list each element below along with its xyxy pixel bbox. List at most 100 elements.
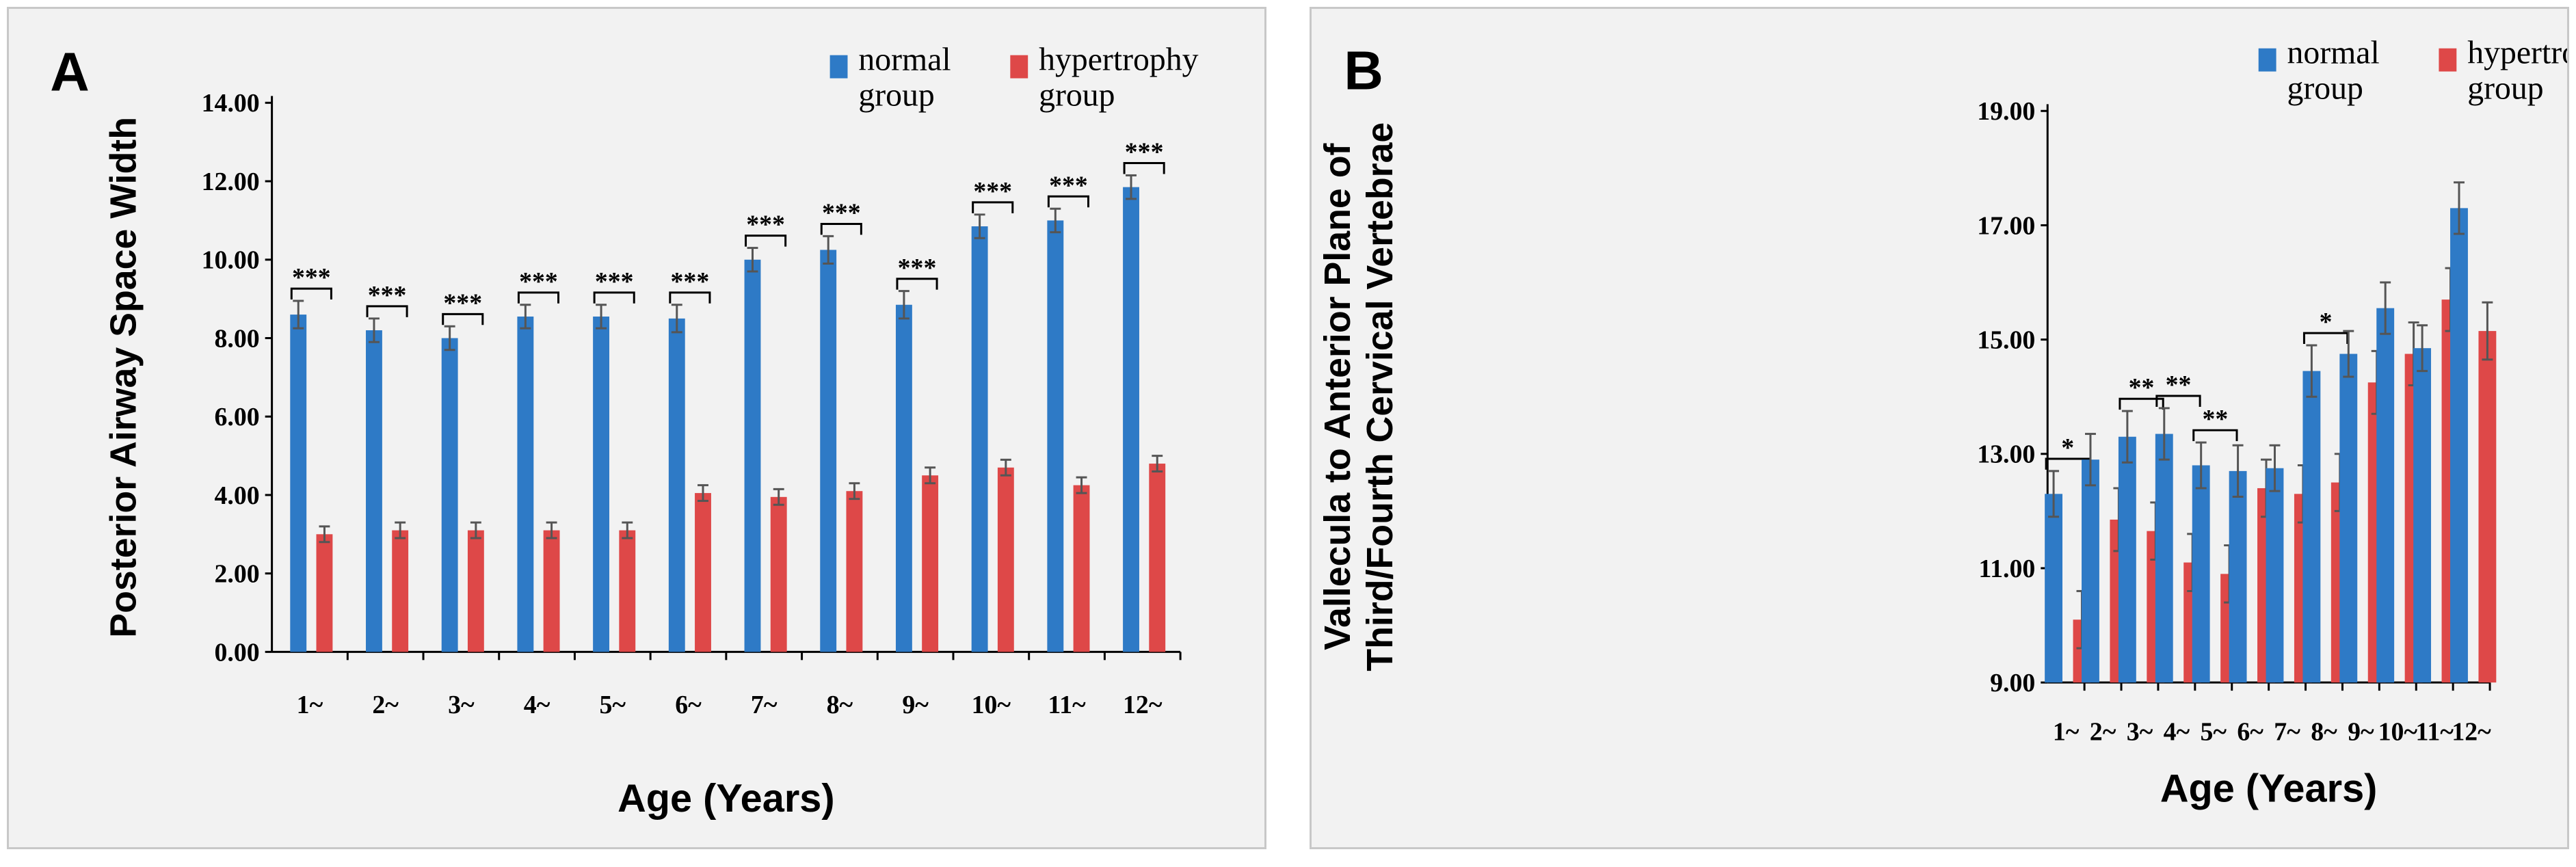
- x-axis-label: Age (Years): [2160, 766, 2378, 810]
- bar-normal: [517, 316, 534, 652]
- significance-bracket: [2192, 429, 2238, 442]
- significance-marker: ***: [368, 281, 407, 310]
- x-tick-label: 3~: [448, 691, 475, 719]
- x-axis-label: Age (Years): [618, 777, 835, 821]
- x-tick-label: 9~: [2348, 718, 2374, 747]
- x-tick-label: 5~: [600, 691, 626, 719]
- y-tick-label: 14.00: [202, 89, 260, 118]
- x-tick-label: 4~: [524, 691, 550, 719]
- x-tick-label: 6~: [675, 691, 702, 719]
- legend-swatch-normal: [829, 55, 848, 79]
- x-tick-label: 11~: [2416, 718, 2454, 747]
- bar-hypertrophy: [997, 467, 1014, 652]
- bar-hypertrophy: [316, 534, 333, 652]
- y-tick-label: 13.00: [1977, 440, 2035, 469]
- bar-normal: [1123, 187, 1139, 652]
- bar-normal: [593, 316, 610, 652]
- x-tick-label: 10~: [972, 691, 1011, 719]
- bar-normal: [441, 338, 458, 652]
- significance-marker: *: [2320, 308, 2333, 336]
- x-tick-label: 12~: [2452, 718, 2491, 747]
- x-tick-label: 12~: [1123, 691, 1163, 719]
- bar-normal: [2266, 468, 2284, 683]
- x-tick-label: 4~: [2164, 718, 2190, 747]
- significance-marker: ***: [822, 198, 861, 227]
- y-tick-label: 11.00: [1978, 555, 2035, 583]
- bar-normal: [895, 304, 912, 652]
- bar-hypertrophy: [619, 530, 636, 652]
- bar-normal: [2192, 465, 2210, 683]
- y-tick-label: 17.00: [1977, 211, 2035, 240]
- significance-bracket: [972, 201, 1014, 213]
- x-tick-label: 5~: [2201, 718, 2227, 747]
- significance-marker: ***: [595, 267, 634, 296]
- bar-hypertrophy: [1073, 485, 1090, 652]
- y-tick-label: 10.00: [202, 246, 260, 275]
- x-tick-label: 8~: [827, 691, 853, 719]
- chart-a-svg: A Posterior Airway Space Width Age (Years)…: [50, 41, 1199, 821]
- bar-normal: [2413, 348, 2432, 683]
- y-axis-label: Posterior Airway Space Width: [103, 117, 144, 638]
- panel-letter: A: [50, 41, 89, 102]
- bar-normal: [2118, 436, 2136, 683]
- significance-bracket: [290, 287, 332, 300]
- bar-normal: [744, 259, 761, 652]
- y-axis-label: Third/Fourth Cervical Vertebrae: [1359, 122, 1400, 671]
- chart-panel-b: B Vallecula to Anterior Plane of Third/Fou…: [1310, 7, 2569, 849]
- bar-normal: [366, 330, 382, 652]
- significance-bracket: [442, 312, 484, 325]
- significance-marker: ***: [671, 267, 710, 296]
- bar-hypertrophy: [392, 530, 409, 652]
- legend-swatch-hypertrophy: [2439, 48, 2457, 72]
- x-tick-label: 3~: [2127, 718, 2153, 747]
- x-tick-label: 6~: [2237, 718, 2263, 747]
- bar-hypertrophy: [1149, 464, 1166, 652]
- significance-marker: **: [2129, 373, 2155, 402]
- significance-bracket: [2119, 397, 2164, 410]
- legend-label-normal: normal group: [2287, 35, 2380, 107]
- significance-marker: *: [2061, 434, 2074, 462]
- significance-bracket: [1047, 195, 1089, 208]
- bar-hypertrophy: [846, 491, 863, 652]
- bar-normal: [2155, 434, 2173, 683]
- x-tick-label: 2~: [2090, 718, 2116, 747]
- y-tick-label: 4.00: [215, 481, 260, 510]
- significance-marker: ***: [443, 289, 482, 317]
- y-tick-label: 8.00: [215, 324, 260, 353]
- bar-normal: [2302, 371, 2321, 683]
- x-tick-label: 7~: [2274, 718, 2300, 747]
- x-tick-label: 9~: [902, 691, 929, 719]
- bar-normal: [2339, 354, 2358, 683]
- bar-hypertrophy: [770, 496, 787, 652]
- bar-hypertrophy: [2478, 331, 2497, 683]
- y-tick-label: 0.00: [215, 638, 260, 667]
- x-tick-label: 7~: [751, 691, 778, 719]
- y-tick-label: 15.00: [1977, 326, 2035, 355]
- legend-swatch-hypertrophy: [1010, 55, 1028, 79]
- bar-normal: [2376, 308, 2395, 683]
- bar-hypertrophy: [695, 493, 711, 652]
- bar-normal: [2450, 208, 2468, 683]
- significance-bracket: [366, 305, 408, 317]
- significance-marker: ***: [746, 211, 785, 239]
- legend-label-normal: normal group: [858, 42, 951, 114]
- y-tick-label: 2.00: [215, 560, 260, 589]
- x-tick-label: 8~: [2311, 718, 2337, 747]
- bar-normal: [290, 315, 307, 652]
- significance-marker: ***: [519, 267, 558, 296]
- x-tick-label: 2~: [372, 691, 399, 719]
- bar-hypertrophy: [467, 530, 484, 652]
- significance-marker: ***: [973, 177, 1012, 206]
- y-tick-label: 19.00: [1977, 97, 2035, 126]
- bar-hypertrophy: [543, 530, 560, 652]
- significance-bracket: [1123, 162, 1165, 174]
- chart-b-svg: B Vallecula to Anterior Plane of Third/Fou…: [1317, 35, 2567, 811]
- significance-marker: ***: [292, 263, 331, 292]
- significance-bracket: [2302, 332, 2349, 345]
- chart-panel-a: A Posterior Airway Space Width Age (Years)…: [7, 7, 1266, 849]
- significance-bracket: [517, 291, 560, 304]
- y-tick-label: 9.00: [1990, 669, 2035, 697]
- bar-normal: [2229, 470, 2247, 683]
